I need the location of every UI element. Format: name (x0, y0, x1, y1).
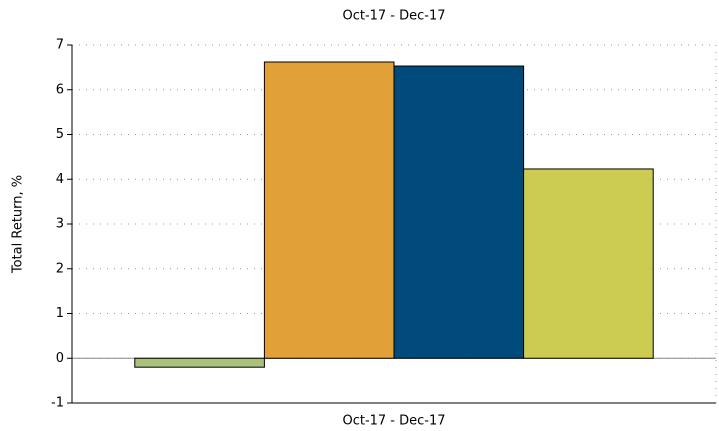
bar (134, 357, 265, 368)
y-axis-label: Total Return, % (11, 175, 26, 274)
y-tick-label: -1 (51, 396, 64, 411)
y-tick-label: 7 (56, 38, 64, 53)
x-tick-label: Oct-17 - Dec-17 (342, 414, 445, 429)
y-tick-label: 1 (56, 306, 64, 321)
y-tick-label: 5 (56, 127, 64, 142)
y-tick-label: 0 (56, 351, 64, 366)
bar (523, 168, 654, 359)
bar (263, 61, 395, 359)
y-tick-label: 4 (56, 172, 64, 187)
chart-title: Oct-17 - Dec-17 (342, 9, 445, 24)
y-tick-label: 6 (56, 82, 64, 97)
y-tick-label: 3 (56, 217, 64, 232)
y-tick-label: 2 (56, 261, 64, 276)
bar (393, 65, 525, 359)
